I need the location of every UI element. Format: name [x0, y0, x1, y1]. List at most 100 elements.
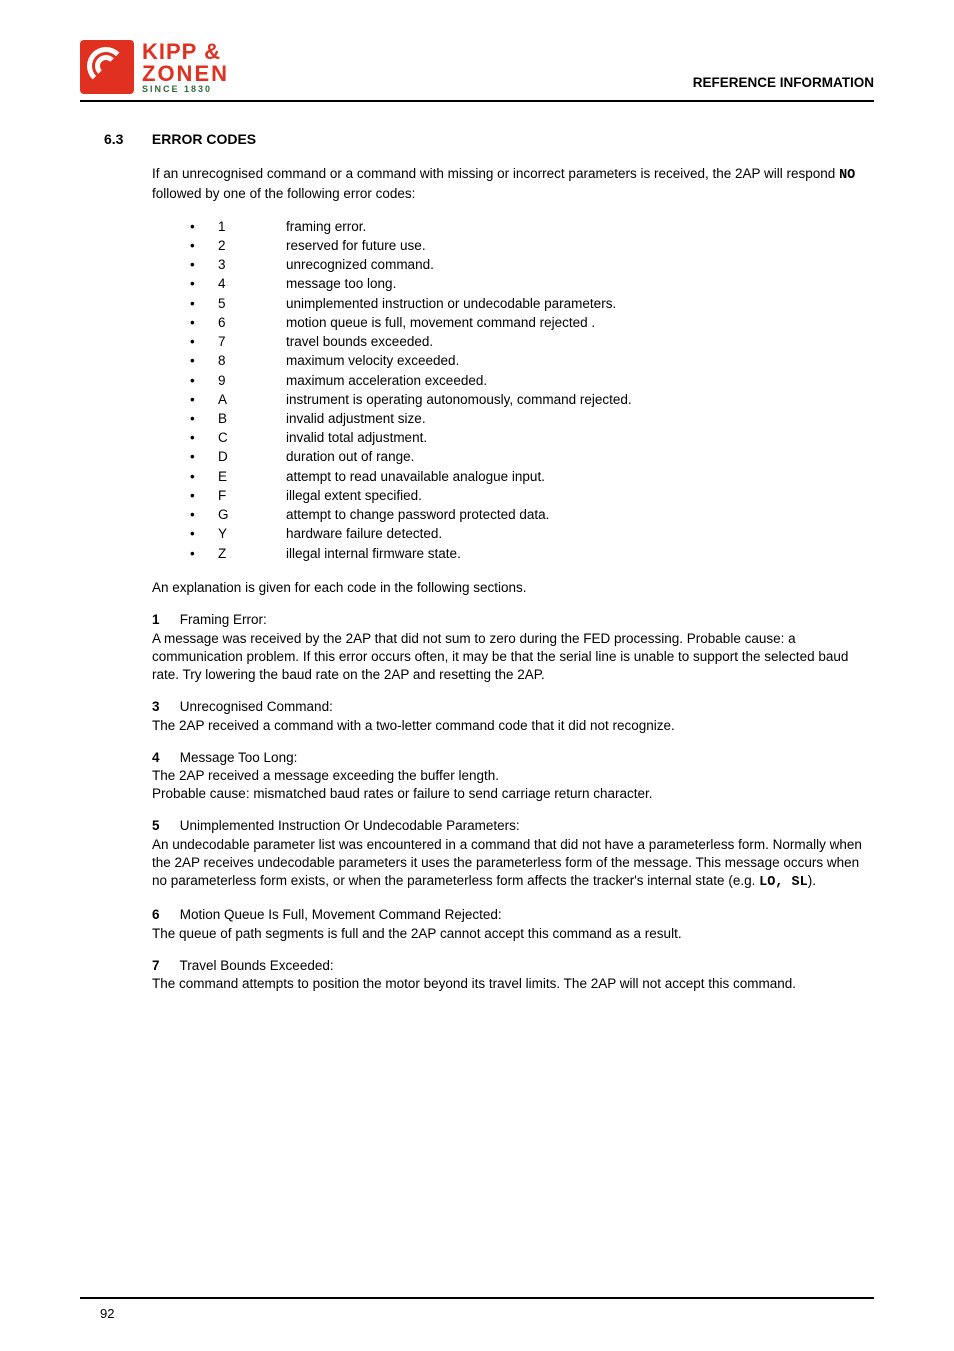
- header-divider: [80, 100, 874, 102]
- intro-text: If an unrecognised command or a command …: [152, 166, 839, 181]
- explanation-header: 5 Unimplemented Instruction Or Undecodab…: [152, 817, 874, 835]
- error-code: A: [218, 391, 286, 409]
- explanation-number: 6: [152, 906, 176, 924]
- list-item: •Cinvalid total adjustment.: [190, 429, 874, 448]
- bullet-icon: •: [190, 429, 218, 447]
- error-desc: invalid total adjustment.: [286, 429, 427, 447]
- list-item: •1framing error.: [190, 217, 874, 236]
- error-code: E: [218, 468, 286, 486]
- error-code: 3: [218, 256, 286, 274]
- error-desc: maximum velocity exceeded.: [286, 352, 459, 370]
- explanation-header: 4 Message Too Long:: [152, 749, 874, 767]
- explanation-title: Message Too Long:: [176, 750, 297, 765]
- error-desc: message too long.: [286, 275, 396, 293]
- list-item: •Binvalid adjustment size.: [190, 410, 874, 429]
- bullet-icon: •: [190, 333, 218, 351]
- section-title: ERROR CODES: [152, 131, 256, 147]
- bullet-icon: •: [190, 256, 218, 274]
- list-item: •Fillegal extent specified.: [190, 486, 874, 505]
- list-item: •Ainstrument is operating autonomously, …: [190, 390, 874, 409]
- logo-icon: [80, 40, 134, 94]
- error-code: Z: [218, 545, 286, 563]
- error-desc: attempt to read unavailable analogue inp…: [286, 468, 545, 486]
- page-number: 92: [100, 1305, 114, 1323]
- explanation-title: Travel Bounds Exceeded:: [176, 958, 334, 973]
- error-desc: hardware failure detected.: [286, 525, 442, 543]
- explanation-body: The 2AP received a message exceeding the…: [152, 767, 874, 803]
- error-desc: travel bounds exceeded.: [286, 333, 433, 351]
- error-code: 7: [218, 333, 286, 351]
- list-item: •6motion queue is full, movement command…: [190, 313, 874, 332]
- explanation-body: The command attempts to position the mot…: [152, 975, 874, 993]
- reference-info: REFERENCE INFORMATION: [693, 74, 874, 92]
- error-desc: maximum acceleration exceeded.: [286, 372, 487, 390]
- explanation-number: 3: [152, 698, 176, 716]
- list-item: •4message too long.: [190, 275, 874, 294]
- bullet-icon: •: [190, 372, 218, 390]
- intro-mono: NO: [839, 168, 855, 183]
- explanation-block: 7 Travel Bounds Exceeded:The command att…: [152, 957, 874, 993]
- list-item: •Zillegal internal firmware state.: [190, 544, 874, 563]
- explanation-number: 5: [152, 817, 176, 835]
- post-list-paragraph: An explanation is given for each code in…: [152, 579, 874, 597]
- intro-tail: followed by one of the following error c…: [152, 186, 415, 201]
- logo-line1: KIPP &: [142, 41, 229, 63]
- bullet-icon: •: [190, 314, 218, 332]
- error-code: 1: [218, 218, 286, 236]
- list-item: •9maximum acceleration exceeded.: [190, 371, 874, 390]
- explanation-body: The 2AP received a command with a two-le…: [152, 717, 874, 735]
- error-desc: framing error.: [286, 218, 366, 236]
- error-code: C: [218, 429, 286, 447]
- error-code: 2: [218, 237, 286, 255]
- error-code: 8: [218, 352, 286, 370]
- list-item: •8maximum velocity exceeded.: [190, 352, 874, 371]
- error-desc: unrecognized command.: [286, 256, 434, 274]
- bullet-icon: •: [190, 352, 218, 370]
- error-code: 6: [218, 314, 286, 332]
- error-code: B: [218, 410, 286, 428]
- bullet-icon: •: [190, 218, 218, 236]
- explanation-header: 3 Unrecognised Command:: [152, 698, 874, 716]
- explanation-title: Motion Queue Is Full, Movement Command R…: [176, 907, 502, 922]
- explanation-body: An undecodable parameter list was encoun…: [152, 836, 874, 893]
- explanation-block: 4 Message Too Long:The 2AP received a me…: [152, 749, 874, 804]
- explanation-block: 1 Framing Error:A message was received b…: [152, 611, 874, 684]
- error-code: G: [218, 506, 286, 524]
- explanation-block: 3 Unrecognised Command:The 2AP received …: [152, 698, 874, 734]
- bullet-icon: •: [190, 237, 218, 255]
- error-code-list: •1framing error.•2reserved for future us…: [190, 217, 874, 563]
- bullet-icon: •: [190, 525, 218, 543]
- section-heading: 6.3 ERROR CODES: [104, 130, 874, 149]
- explanation-block: 5 Unimplemented Instruction Or Undecodab…: [152, 817, 874, 892]
- list-item: •Gattempt to change password protected d…: [190, 506, 874, 525]
- error-desc: illegal extent specified.: [286, 487, 422, 505]
- error-desc: instrument is operating autonomously, co…: [286, 391, 632, 409]
- explanation-title: Framing Error:: [176, 612, 267, 627]
- explanation-title: Unimplemented Instruction Or Undecodable…: [176, 818, 520, 833]
- page-header: KIPP & ZONEN SINCE 1830 REFERENCE INFORM…: [80, 40, 874, 94]
- logo: KIPP & ZONEN SINCE 1830: [80, 40, 229, 94]
- error-code: D: [218, 448, 286, 466]
- error-desc: attempt to change password protected dat…: [286, 506, 549, 524]
- intro-paragraph: If an unrecognised command or a command …: [152, 165, 874, 203]
- section-number: 6.3: [104, 130, 148, 149]
- error-code: 5: [218, 295, 286, 313]
- bullet-icon: •: [190, 448, 218, 466]
- list-item: •5unimplemented instruction or undecodab…: [190, 294, 874, 313]
- list-item: •2reserved for future use.: [190, 237, 874, 256]
- list-item: •Dduration out of range.: [190, 448, 874, 467]
- footer-divider: [80, 1297, 874, 1299]
- list-item: •7travel bounds exceeded.: [190, 333, 874, 352]
- explanation-header: 1 Framing Error:: [152, 611, 874, 629]
- bullet-icon: •: [190, 275, 218, 293]
- explanation-body: The queue of path segments is full and t…: [152, 925, 874, 943]
- explanation-number: 4: [152, 749, 176, 767]
- mono-text: LO, SL: [759, 875, 808, 890]
- list-item: •3unrecognized command.: [190, 256, 874, 275]
- explanation-block: 6 Motion Queue Is Full, Movement Command…: [152, 906, 874, 942]
- list-item: •Eattempt to read unavailable analogue i…: [190, 467, 874, 486]
- error-code: 9: [218, 372, 286, 390]
- error-desc: unimplemented instruction or undecodable…: [286, 295, 616, 313]
- logo-text: KIPP & ZONEN SINCE 1830: [142, 41, 229, 94]
- explanation-number: 1: [152, 611, 176, 629]
